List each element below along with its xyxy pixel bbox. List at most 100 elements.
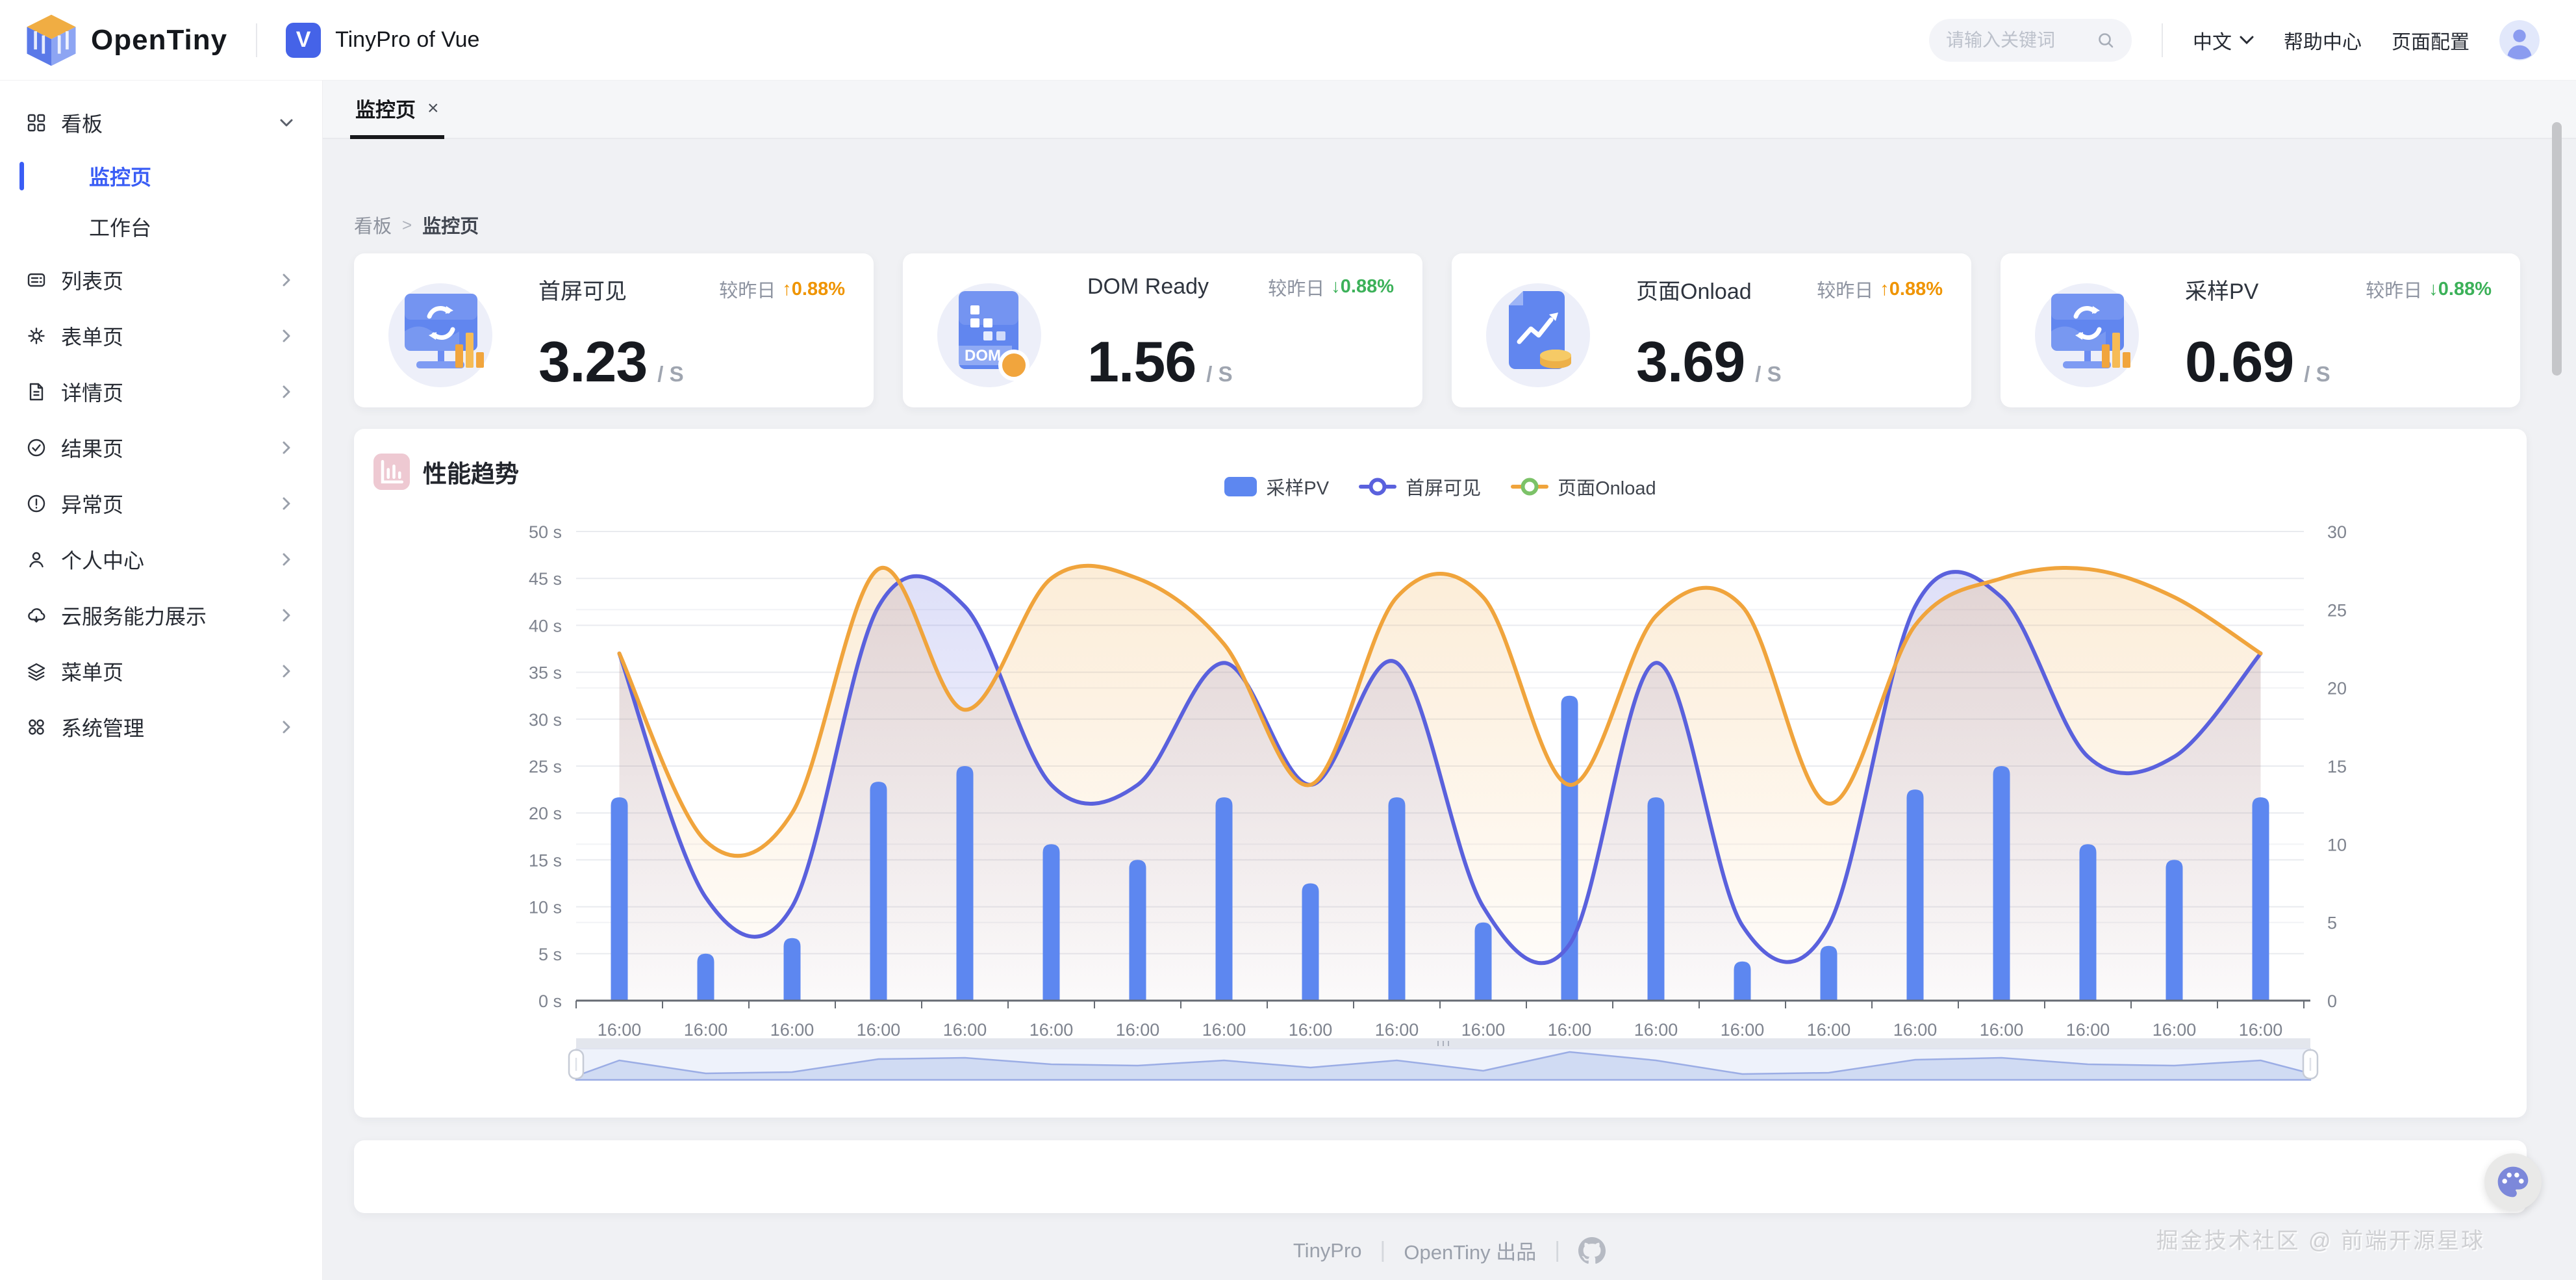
chart-legend: 采样PV 首屏可见 页面Onload [354,473,2527,500]
footer-producer: OpenTiny 出品 [1404,1241,1537,1264]
monitor-refresh-illustration-icon [2025,269,2149,392]
stat-card-页面Onload: 页面Onload 较昨日 ↑0.88% 3.69 / S [1452,253,1971,407]
svg-text:15 s: 15 s [529,851,562,870]
sidebar-item-详情页[interactable]: 详情页 [0,364,322,420]
dom-blocks-illustration-icon: DOM [928,269,1051,392]
sidebar-subitem-工作台[interactable]: 工作台 [89,216,152,240]
svg-text:16:00: 16:00 [1461,1020,1506,1040]
close-icon[interactable]: × [427,97,439,119]
chevron-right-icon [278,663,295,680]
stat-title: 页面Onload [1636,279,1752,304]
search-input[interactable] [1945,29,2084,51]
performance-trend-chart[interactable]: 0 s5 s10 s15 s20 s25 s30 s35 s40 s45 s50… [354,429,2527,1118]
breadcrumb: 看板 > 监控页 [354,211,479,239]
stat-delta-up: ↑0.88% [782,278,845,300]
sidebar-item-列表页[interactable]: 列表页 [0,252,322,308]
chevron-right-icon [278,272,295,288]
page-config-link[interactable]: 页面配置 [2392,31,2469,53]
dashboard-icon [26,112,47,133]
breadcrumb-separator: > [402,214,412,235]
stat-compare-label: 较昨日 [1268,278,1325,300]
svg-text:16:00: 16:00 [1029,1020,1074,1040]
legend-item-采样PV[interactable]: 采样PV [1224,473,1329,500]
svg-text:16:00: 16:00 [1289,1020,1333,1040]
sidebar-item-云服务能力展示[interactable]: 云服务能力展示 [0,587,322,643]
page-footer: TinyPro | OpenTiny 出品 | [323,1236,2576,1265]
sidebar-item-看板[interactable]: 看板 [0,95,322,151]
stat-compare-label: 较昨日 [719,281,776,301]
breadcrumb-current: 监控页 [422,216,479,237]
sidebar-item-个人中心[interactable]: 个人中心 [0,531,322,587]
svg-text:16:00: 16:00 [1721,1020,1765,1040]
svg-text:5 s: 5 s [538,945,562,964]
tab-monitor-page[interactable]: 监控页 × [350,81,444,139]
sidebar-item-表单页[interactable]: 表单页 [0,308,322,364]
stat-title: DOM Ready [1087,274,1209,299]
svg-text:16:00: 16:00 [1634,1020,1678,1040]
legend-line-marker [1511,478,1549,496]
svg-text:16:00: 16:00 [1202,1020,1246,1040]
legend-bar-swatch [1224,477,1257,496]
svg-text:16:00: 16:00 [943,1020,987,1040]
stat-card-首屏可见: 首屏可见 较昨日 ↑0.88% 3.23 / S [354,253,874,407]
svg-text:16:00: 16:00 [1807,1020,1851,1040]
svg-text:25 s: 25 s [529,757,562,776]
cloud-icon [26,605,47,626]
chevron-down-icon [2240,36,2254,44]
search-icon[interactable] [2095,30,2116,51]
svg-text:50 s: 50 s [529,522,562,542]
sidebar-item-系统管理[interactable]: 系统管理 [0,699,322,755]
user-avatar[interactable] [2499,19,2540,60]
stat-title: 首屏可见 [538,279,627,304]
svg-text:16:00: 16:00 [1116,1020,1160,1040]
header-divider [2162,23,2163,57]
legend-item-首屏可见[interactable]: 首屏可见 [1359,473,1481,500]
sidebar-item-菜单页[interactable]: 菜单页 [0,643,322,699]
stat-delta-down: ↓0.88% [2429,278,2492,300]
list-icon [26,270,47,290]
chevron-right-icon [278,607,295,624]
stat-unit: / S [1206,361,1233,386]
monitor-refresh-illustration-icon [379,269,502,392]
stat-cards-row: 首屏可见 较昨日 ↑0.88% 3.23 / S DOM DOM Ready 较昨日 ↓0.88… [354,253,2520,407]
svg-text:10: 10 [2327,835,2347,854]
svg-text:DOM: DOM [965,347,1001,365]
language-switcher[interactable]: 中文 [2193,26,2254,55]
svg-text:15: 15 [2327,757,2347,776]
stat-value: 3.23 [538,329,648,394]
opentiny-logo-icon [22,11,81,70]
breadcrumb-dashboard[interactable]: 看板 [354,216,392,237]
theme-palette-button[interactable] [2484,1153,2542,1210]
page-trend-illustration-icon [1476,269,1600,392]
performance-trend-card: 性能趋势 采样PV 首屏可见 页面Onload 0 s 5 s 10 s 15 s 20 s… [354,429,2527,1118]
help-center-link[interactable]: 帮助中心 [2284,31,2362,53]
apps-icon [26,717,47,737]
stat-unit: / S [657,361,684,386]
sidebar-item-异常页[interactable]: 异常页 [0,476,322,531]
stat-unit: / S [1755,361,1782,386]
sidebar-item-结果页[interactable]: 结果页 [0,420,322,476]
chevron-down-icon [278,114,295,131]
top-header: OpenTiny V TinyPro of Vue 中文 帮助中心 页面配置 [0,0,2576,81]
warning-circle-icon [26,493,47,514]
svg-text:16:00: 16:00 [1548,1020,1592,1040]
global-search[interactable] [1929,18,2132,62]
layers-icon [26,661,47,682]
scrollbar-thumb[interactable] [2552,122,2562,376]
svg-text:16:00: 16:00 [2239,1020,2283,1040]
sidebar-subitem-监控页[interactable]: 监控页 [0,151,322,201]
chevron-right-icon [278,439,295,456]
stat-value: 3.69 [1636,329,1745,394]
legend-item-页面Onload[interactable]: 页面Onload [1511,473,1656,500]
github-icon[interactable] [1578,1236,1606,1264]
user-icon [26,549,47,570]
brand-name: OpenTiny [91,23,228,56]
gear-icon [26,326,47,346]
stat-unit: / S [2304,361,2330,386]
sidebar-menu: 看板 监控页工作台列表页 表单页 详情页 结果页 异常页 个人中心 云服务能力展示 菜单页 系统管… [0,81,323,1280]
svg-text:0: 0 [2327,992,2337,1011]
svg-text:45 s: 45 s [529,569,562,589]
stat-delta-up: ↑0.88% [1880,278,1943,300]
svg-text:16:00: 16:00 [2066,1020,2110,1040]
